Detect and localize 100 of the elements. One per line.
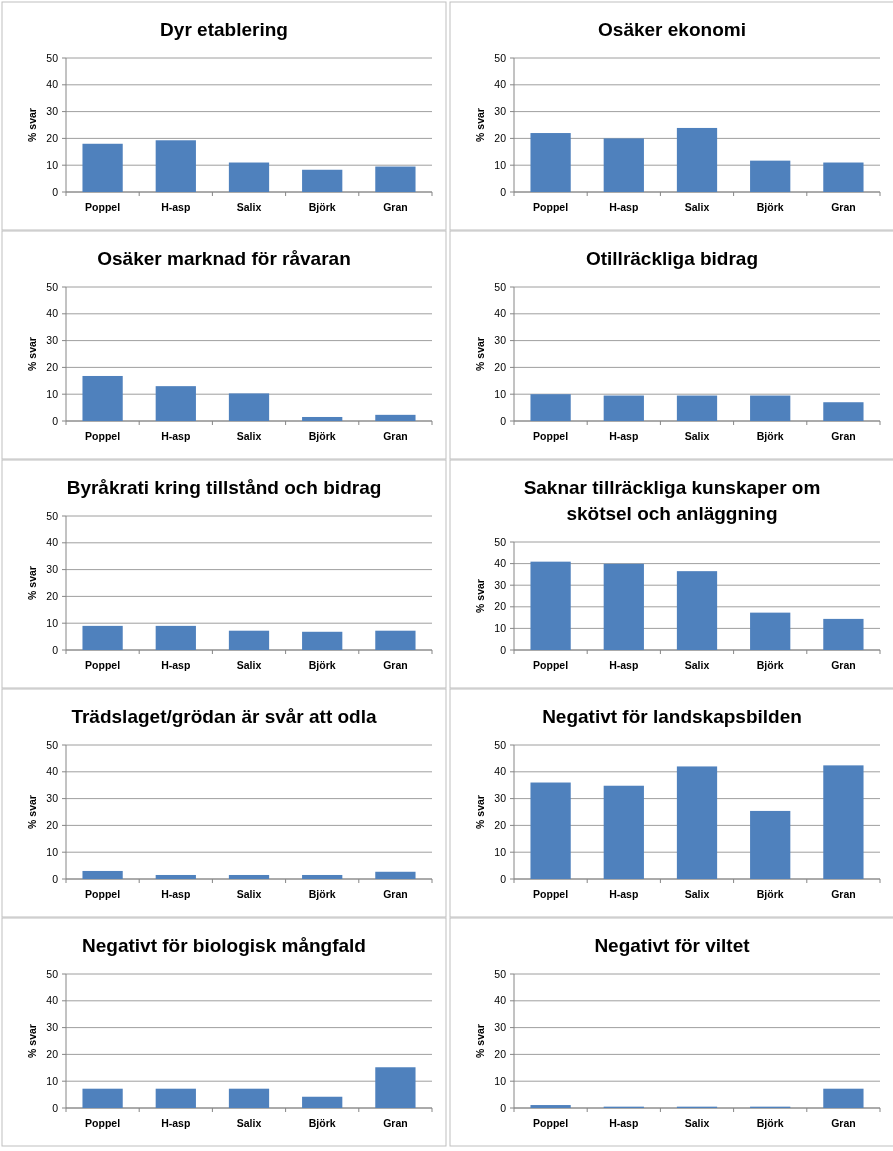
y-tick-label: 0 [500,414,507,427]
x-tick-label: Björk [308,430,336,442]
x-tick-label: Poppel [533,1117,569,1129]
y-tick-label: 40 [46,78,59,91]
y-tick-label: 30 [46,334,59,347]
bar [530,1105,571,1108]
y-tick-label: 30 [46,792,59,805]
x-tick-label: Björk [756,201,784,213]
bar [603,785,644,879]
y-axis-title: % svar [474,795,486,829]
x-tick-label: Gran [831,659,856,671]
bar [375,414,416,421]
x-tick-label: Poppel [533,888,569,900]
bar [530,561,571,650]
bar [302,1096,343,1108]
y-axis-title: % svar [474,579,486,613]
y-tick-label: 20 [494,132,507,145]
x-tick-label: Salix [684,888,710,900]
y-tick-label: 30 [494,1021,507,1034]
y-tick-label: 30 [46,105,59,118]
x-tick-label: Poppel [85,430,121,442]
bar [155,625,196,650]
y-tick-label: 10 [494,622,507,635]
y-axis-title: % svar [26,108,38,142]
y-tick-label: 20 [494,600,507,613]
y-tick-label: 10 [494,845,507,858]
y-tick-label: 40 [494,557,507,570]
chart-title: Negativt för landskapsbilden [542,706,802,727]
x-tick-label: Björk [756,888,784,900]
y-tick-label: 50 [46,967,59,980]
y-tick-label: 50 [46,51,59,64]
bar [228,630,270,650]
x-tick-label: H-asp [161,1117,191,1129]
y-tick-label: 30 [494,105,507,118]
y-tick-label: 20 [46,132,59,145]
bar [750,612,791,650]
bar [823,162,864,192]
x-tick-label: H-asp [161,201,191,213]
y-tick-label: 40 [494,765,507,778]
y-tick-label: 10 [494,158,507,171]
x-tick-label: Gran [831,201,856,213]
bar [155,1088,196,1108]
x-tick-label: Gran [383,1117,408,1129]
x-tick-label: Gran [383,201,408,213]
bar [823,1088,864,1108]
y-axis-title: % svar [26,1024,38,1058]
x-tick-label: Salix [236,888,262,900]
bar [228,162,270,192]
y-tick-label: 50 [46,509,59,522]
x-tick-label: Björk [308,888,336,900]
y-tick-label: 0 [52,414,59,427]
y-tick-label: 10 [46,845,59,858]
x-tick-label: Poppel [85,1117,121,1129]
x-tick-label: H-asp [609,430,639,442]
bar [823,618,864,650]
chart-title: Otillräckliga bidrag [585,248,759,269]
x-tick-label: Salix [684,1117,710,1129]
bar [228,393,270,421]
bar [302,631,343,650]
bar [375,1067,416,1108]
bar [155,386,196,421]
y-tick-label: 0 [52,185,59,198]
bar [750,160,791,192]
bar [676,127,718,192]
x-tick-label: Björk [756,430,784,442]
bar [82,1088,123,1108]
x-tick-label: Björk [756,1117,784,1129]
y-tick-label: 10 [46,158,59,171]
chart-title: Osäker marknad för råvaran [97,248,351,269]
y-tick-label: 30 [46,1021,59,1034]
bar [302,169,343,192]
y-tick-label: 10 [46,1074,59,1087]
x-tick-label: Poppel [85,659,121,671]
x-tick-label: Björk [308,659,336,671]
bar [228,1088,270,1108]
chart-title: Negativt för biologisk mångfald [82,935,366,956]
y-tick-label: 10 [494,1074,507,1087]
y-tick-label: 50 [494,535,507,548]
y-tick-label: 30 [494,578,507,591]
x-tick-label: H-asp [161,430,191,442]
y-tick-label: 40 [494,994,507,1007]
x-tick-label: Poppel [533,430,569,442]
x-tick-label: H-asp [609,659,639,671]
y-axis-title: % svar [26,337,38,371]
y-tick-label: 30 [494,334,507,347]
bar [375,630,416,650]
y-tick-label: 50 [494,738,507,751]
x-tick-label: Salix [236,430,262,442]
y-tick-label: 0 [52,643,59,656]
x-tick-label: Salix [236,659,262,671]
y-axis-title: % svar [474,1024,486,1058]
y-tick-label: 10 [46,616,59,629]
y-tick-label: 0 [500,1101,507,1114]
y-tick-label: 40 [46,536,59,549]
bar [603,138,644,192]
x-tick-label: Gran [383,659,408,671]
x-tick-label: Björk [756,659,784,671]
y-tick-label: 20 [46,590,59,603]
bar [750,395,791,421]
bar [530,133,571,192]
